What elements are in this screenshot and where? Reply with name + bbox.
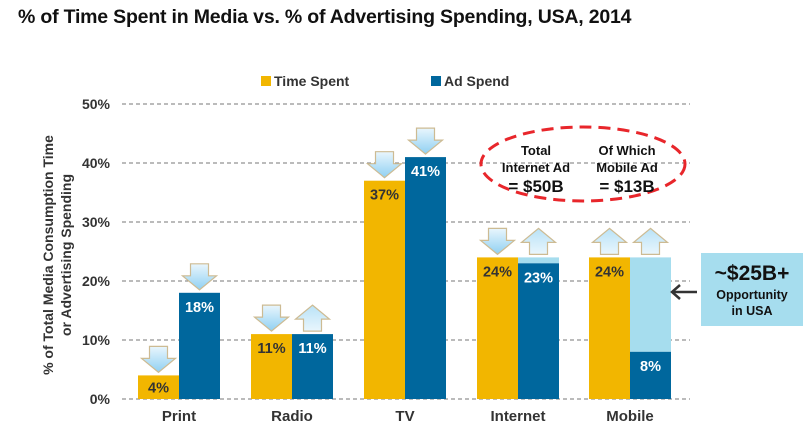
arrow-up-icon (519, 227, 558, 255)
y-tick-label: 40% (82, 155, 111, 171)
x-tick-label: Print (162, 408, 196, 425)
y-tick-labels: 0% 10% 20% 30% 40% 50% (82, 96, 111, 407)
gap-fill-bar (630, 257, 671, 352)
y-axis-label-line-2: or Advertising Spending (58, 174, 74, 336)
legend-label-ad-spend: Ad Spend (444, 73, 509, 89)
ellipse-left-line-2: Internet Ad (502, 160, 570, 175)
bar-ad-spend-internet (518, 263, 559, 399)
opportunity-callout: ~$25B+ Opportunity in USA (670, 253, 803, 326)
data-label: 11% (257, 341, 285, 357)
arrow-down-icon (365, 151, 404, 179)
legend-swatch-time-spent (261, 76, 271, 86)
bar-ad-spend-tv (405, 157, 446, 399)
x-tick-label: Internet (490, 408, 545, 425)
data-label: 24% (483, 264, 512, 280)
arrow-up-icon (590, 227, 629, 255)
chart-title: % of Time Spent in Media vs. % of Advert… (18, 6, 632, 28)
opportunity-box (701, 253, 803, 326)
bars: 4% 18% 11% 11% 37% 41% 24% 23% 24% 8% (138, 127, 671, 399)
data-label: 11% (298, 341, 326, 357)
gap-fill-bar (518, 257, 559, 264)
arrow-down-icon (478, 227, 517, 256)
ellipse-left-line-3: = $50B (508, 177, 563, 196)
internet-ad-annotation: Total Internet Ad = $50B Of Which Mobile… (479, 125, 687, 203)
x-tick-labels: Print Radio TV Internet Mobile (162, 408, 654, 425)
ellipse-right-line-1: Of Which (598, 143, 655, 158)
arrow-left-icon-head (670, 284, 681, 300)
y-tick-label: 10% (82, 332, 111, 348)
arrow-down-icon (180, 263, 219, 291)
data-label: 8% (640, 359, 661, 375)
legend-label-time-spent: Time Spent (274, 73, 350, 89)
bar-time-spent-radio (251, 334, 292, 399)
opportunity-line-1: Opportunity (716, 288, 788, 302)
data-label: 18% (185, 300, 214, 316)
arrow-down-icon (139, 345, 178, 374)
bar-ad-spend-radio (292, 334, 333, 399)
legend-swatch-ad-spend (431, 76, 441, 86)
dashed-ellipse (479, 125, 687, 203)
arrow-down-icon (252, 304, 291, 332)
bar-time-spent-tv (364, 180, 405, 399)
bar-time-spent-internet (477, 257, 518, 399)
data-label: 24% (595, 264, 624, 280)
bar-ad-spend-print (179, 292, 220, 399)
x-tick-label: Radio (271, 408, 313, 425)
bar-time-spent-print (138, 375, 179, 399)
y-axis-label-line-1: % of Total Media Consumption Time (40, 135, 56, 375)
bar-ad-spend-mobile (630, 351, 671, 399)
data-label: 23% (524, 270, 553, 286)
ellipse-right-line-3: = $13B (599, 177, 654, 196)
opportunity-line-2: in USA (732, 304, 773, 318)
y-tick-label: 0% (90, 391, 111, 407)
data-label: 37% (370, 188, 399, 204)
ellipse-right-line-2: Mobile Ad (596, 160, 658, 175)
arrow-up-icon (631, 227, 670, 255)
opportunity-headline: ~$25B+ (715, 262, 790, 285)
ellipse-left-line-1: Total (521, 143, 551, 158)
bar-time-spent-mobile (589, 257, 630, 399)
arrow-down-icon (406, 127, 445, 155)
data-label: 41% (411, 164, 440, 180)
arrow-up-icon (293, 304, 332, 332)
legend: Time Spent Ad Spend (261, 73, 509, 89)
y-tick-label: 30% (82, 214, 111, 230)
y-tick-label: 50% (82, 96, 111, 112)
x-tick-label: TV (395, 408, 414, 425)
x-tick-label: Mobile (606, 408, 654, 425)
data-label: 4% (148, 380, 169, 396)
y-tick-label: 20% (82, 273, 111, 289)
